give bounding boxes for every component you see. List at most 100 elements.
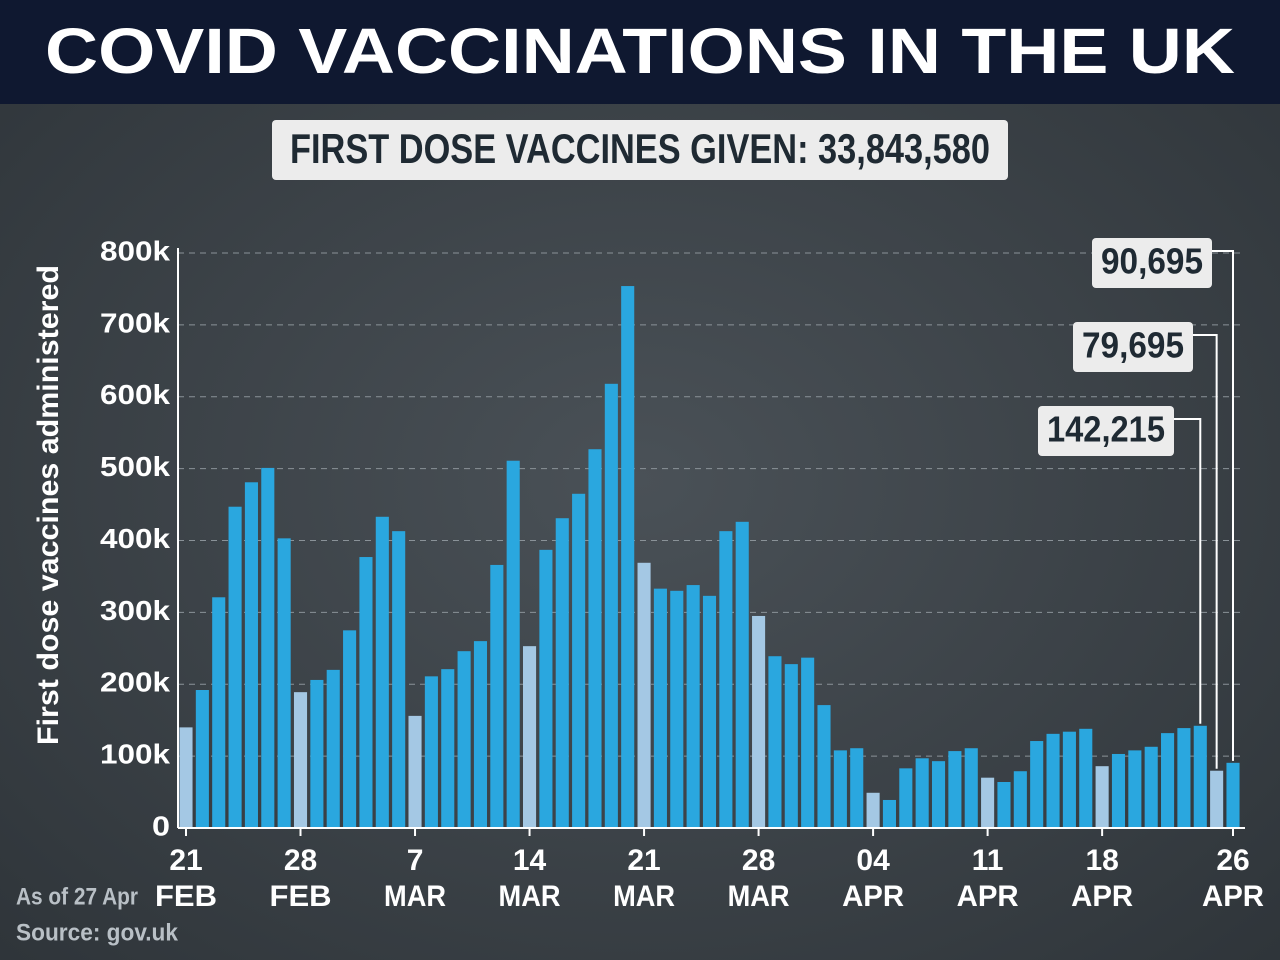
- y-tick-label: 300k: [100, 595, 170, 626]
- bar: [1030, 741, 1044, 828]
- bar: [784, 664, 798, 828]
- callout-line: [1174, 418, 1202, 724]
- bar: [244, 482, 258, 828]
- bar: [1161, 733, 1175, 828]
- bar: [588, 449, 602, 828]
- callout-line: [1193, 334, 1218, 769]
- bar: [752, 615, 766, 828]
- bar: [931, 761, 946, 828]
- y-tick-label: 200k: [100, 667, 170, 698]
- bar: [702, 595, 717, 828]
- x-tick-month: MAR: [613, 880, 675, 913]
- bar: [457, 651, 471, 828]
- bar: [473, 641, 488, 828]
- callout-box: [1038, 406, 1174, 456]
- bar: [408, 715, 422, 828]
- bar: [441, 669, 455, 828]
- value-label: 79,695: [1082, 325, 1184, 366]
- bar: [621, 286, 635, 828]
- bar: [801, 657, 815, 828]
- y-tick-label: 700k: [100, 307, 170, 338]
- x-tick-month: MAR: [384, 880, 446, 913]
- header-band: [0, 0, 1280, 104]
- x-tick-day: 7: [407, 844, 424, 877]
- x-tick-month: APR: [1202, 880, 1264, 913]
- bar: [1210, 770, 1224, 828]
- bar: [670, 590, 684, 828]
- bar: [653, 588, 667, 828]
- bar: [310, 679, 324, 828]
- bar: [735, 521, 749, 828]
- note: As of 27 Apr: [16, 883, 138, 910]
- bar: [490, 564, 504, 828]
- bar: [1144, 746, 1158, 828]
- callout-line: [1212, 250, 1234, 761]
- bar: [997, 782, 1011, 828]
- bar: [179, 727, 193, 828]
- bar: [261, 467, 275, 828]
- source: Source: gov.uk: [16, 919, 179, 946]
- bar: [866, 792, 880, 828]
- bar: [293, 692, 308, 828]
- value-label: 90,695: [1101, 241, 1203, 282]
- x-tick-day: 21: [627, 844, 660, 877]
- bar: [1062, 731, 1076, 828]
- x-tick-day: 21: [169, 844, 202, 877]
- bar: [539, 549, 553, 828]
- subtitle: FIRST DOSE VACCINES GIVEN: 33,843,580: [290, 125, 990, 172]
- bar: [392, 531, 406, 828]
- callout-box: [1092, 238, 1212, 288]
- bar: [768, 656, 782, 828]
- bar: [277, 538, 291, 828]
- x-tick-month: APR: [957, 880, 1019, 913]
- bar: [1111, 753, 1126, 828]
- x-tick-day: 28: [284, 844, 317, 877]
- y-tick-label: 500k: [100, 451, 170, 482]
- x-tick-month: FEB: [155, 880, 217, 913]
- bar: [1193, 725, 1207, 828]
- bar: [981, 777, 995, 828]
- bar: [899, 768, 913, 828]
- x-tick-day: 18: [1085, 844, 1118, 877]
- bar: [1046, 733, 1060, 828]
- x-tick-day: 11: [972, 844, 1004, 877]
- bar: [212, 597, 226, 828]
- bar: [637, 562, 651, 828]
- bar: [424, 676, 438, 828]
- chart-title: COVID VACCINATIONS IN THE UK: [45, 15, 1235, 87]
- bar: [833, 750, 847, 828]
- bar: [375, 516, 389, 828]
- bar: [228, 506, 242, 828]
- x-tick-month: MAR: [499, 880, 561, 913]
- bar: [195, 690, 209, 828]
- bar: [506, 460, 520, 828]
- bar: [948, 751, 962, 828]
- y-tick-label: 0: [152, 810, 170, 841]
- bar: [817, 705, 831, 828]
- x-tick-month: APR: [842, 880, 904, 913]
- bar: [572, 493, 586, 828]
- bar: [964, 748, 978, 828]
- bar: [686, 585, 700, 828]
- bar: [915, 758, 929, 828]
- subtitle-box: [272, 120, 1008, 180]
- bar: [1177, 728, 1191, 828]
- y-tick-label: 400k: [100, 523, 170, 554]
- bar: [1079, 728, 1093, 828]
- value-label: 142,215: [1047, 409, 1165, 450]
- bar: [719, 531, 733, 828]
- y-axis-label: First dose vaccines administered: [32, 265, 65, 745]
- callout-box: [1073, 322, 1193, 372]
- bar: [1095, 766, 1109, 828]
- x-tick-day: 04: [856, 844, 890, 877]
- bar: [555, 518, 569, 828]
- x-tick-day: 14: [513, 844, 547, 877]
- bar: [850, 748, 864, 828]
- x-tick-month: MAR: [728, 880, 790, 913]
- bar: [326, 669, 340, 828]
- x-tick-day: 28: [742, 844, 775, 877]
- y-tick-label: 100k: [100, 739, 170, 770]
- bar: [1013, 771, 1027, 828]
- x-tick-month: APR: [1071, 880, 1133, 913]
